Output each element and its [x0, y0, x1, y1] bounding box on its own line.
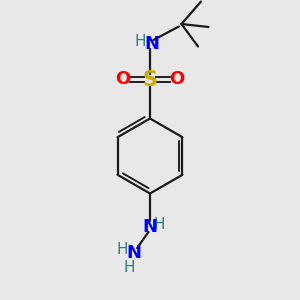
Text: N: N — [142, 218, 158, 236]
Text: H: H — [123, 260, 135, 274]
Text: H: H — [135, 34, 146, 49]
Text: O: O — [116, 70, 130, 88]
Text: N: N — [126, 244, 141, 262]
Text: H: H — [116, 242, 128, 257]
Text: O: O — [169, 70, 184, 88]
Text: H: H — [154, 217, 165, 232]
Text: S: S — [142, 70, 158, 89]
Text: N: N — [144, 34, 159, 52]
